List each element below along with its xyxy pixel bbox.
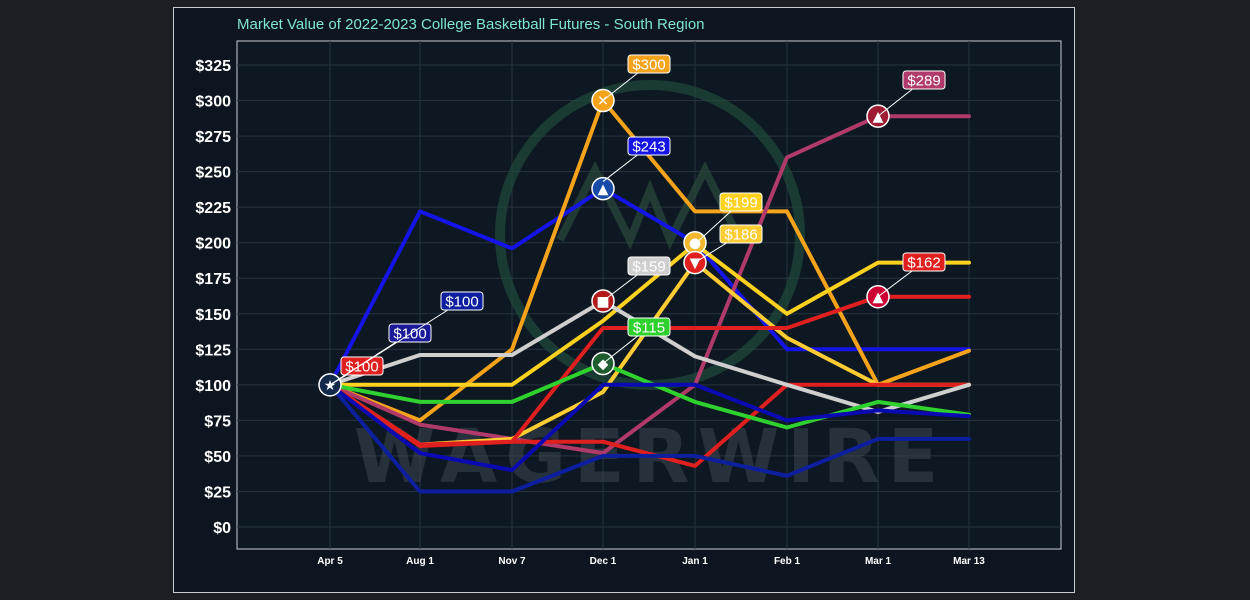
- x-tick-label: Mar 1: [865, 556, 892, 567]
- annotation-box: [719, 224, 763, 244]
- y-tick-label: $50: [204, 449, 231, 466]
- watermark-logo-mark: [556, 161, 744, 250]
- annotation-box: [719, 192, 763, 212]
- team-logo-icon-glyph: ▲: [598, 182, 609, 198]
- x-tick-label: Apr 5: [317, 556, 343, 567]
- team-logo-icon-glyph: ■: [596, 294, 609, 310]
- y-tick-label: $100: [195, 378, 231, 395]
- x-tick-label: Nov 7: [498, 556, 526, 567]
- annotation-box: [902, 70, 946, 90]
- x-tick-label: Mar 13: [953, 556, 985, 567]
- annotation-box: [627, 54, 671, 74]
- team-logo-icon-glyph: ▲: [873, 109, 884, 125]
- annotation-label: $243: [632, 139, 665, 156]
- y-tick-label: $225: [195, 200, 231, 217]
- y-tick-label: $150: [195, 307, 231, 324]
- annotation-label: $186: [724, 227, 757, 244]
- y-tick-label: $0: [213, 520, 231, 537]
- y-tick-label: $175: [195, 271, 231, 288]
- annotation-box: [627, 136, 671, 156]
- annotation-leader: [329, 300, 463, 386]
- team-logo-icon-glyph: ▼: [690, 256, 701, 272]
- team-logo-icon: [591, 176, 615, 201]
- series-line: [328, 242, 971, 387]
- annotation-label: $100: [445, 294, 478, 311]
- y-tick-label: $125: [195, 342, 231, 359]
- x-tick-label: Aug 1: [406, 556, 434, 567]
- annotation-box: [388, 323, 432, 343]
- team-logo-icon-glyph: ◆: [598, 357, 609, 373]
- team-logo-icon-glyph: ✕: [597, 94, 609, 110]
- annotation-label: $300: [632, 57, 665, 74]
- y-tick-label: $250: [195, 165, 231, 182]
- annotation-label: $159: [632, 259, 665, 276]
- annotation-box: [627, 317, 671, 337]
- y-tick-label: $325: [195, 58, 231, 75]
- y-tick-label: $75: [204, 413, 231, 430]
- annotation-box: [440, 291, 484, 311]
- team-logo-icon-glyph: ▲: [873, 290, 884, 306]
- x-tick-label: Feb 1: [774, 556, 801, 567]
- annotation-label: $115: [633, 320, 665, 337]
- team-logo-icon-glyph: ★: [324, 378, 337, 394]
- series-line: [328, 186, 971, 387]
- series-line: [328, 382, 971, 494]
- series-line: [328, 361, 971, 430]
- series-line: [328, 98, 971, 423]
- y-tick-label: $275: [195, 129, 231, 146]
- y-tick-label: $300: [195, 94, 231, 111]
- chart-title: Market Value of 2022-2023 College Basket…: [237, 16, 705, 33]
- annotation-box: [627, 256, 671, 276]
- annotation-label: $289: [907, 73, 940, 90]
- series-line: [328, 382, 971, 468]
- x-tick-label: Dec 1: [590, 556, 617, 567]
- annotation-label: $199: [724, 195, 757, 212]
- series-line: [328, 382, 971, 473]
- series-line: [328, 114, 971, 456]
- annotation-box: [902, 252, 946, 272]
- y-tick-label: $200: [195, 236, 231, 253]
- y-tick-label: $25: [204, 484, 231, 501]
- annotation-label: $100: [345, 359, 378, 376]
- annotation-label: $162: [907, 255, 940, 272]
- x-tick-label: Jan 1: [682, 556, 708, 567]
